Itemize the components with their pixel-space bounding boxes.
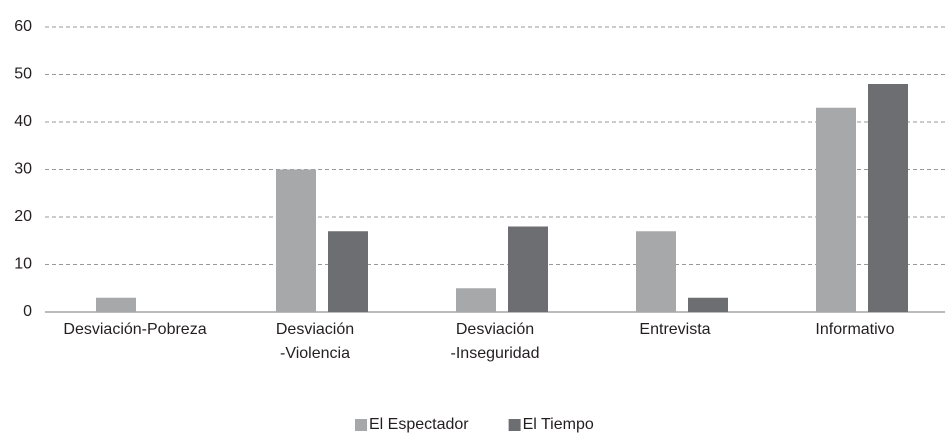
- y-tick-label: 60: [14, 18, 32, 35]
- y-tick-label: 10: [14, 256, 32, 273]
- legend-swatch: [355, 419, 367, 431]
- bar: [816, 107, 856, 312]
- bar: [688, 297, 728, 312]
- y-tick-label: 0: [23, 303, 32, 320]
- bar: [328, 231, 368, 312]
- x-tick-label: Informativo: [815, 321, 894, 338]
- y-tick-label: 20: [14, 208, 32, 225]
- x-tick-label: -Violencia: [280, 345, 350, 362]
- bar: [96, 297, 136, 312]
- x-tick-label: -Inseguridad: [451, 345, 540, 362]
- y-tick-label: 50: [14, 66, 32, 83]
- x-tick-label: Desviación-Pobreza: [63, 321, 206, 338]
- bar: [276, 169, 316, 312]
- legend-swatch: [508, 419, 521, 431]
- x-tick-label: Desviación: [456, 321, 534, 338]
- legend-label: El Espectador: [369, 416, 469, 433]
- x-tick-label: Desviación: [276, 321, 354, 338]
- bar: [456, 288, 496, 312]
- bar: [636, 231, 676, 312]
- legend-label: El Tiempo: [523, 416, 594, 433]
- x-tick-label: Entrevista: [639, 321, 710, 338]
- bar: [508, 226, 548, 312]
- y-tick-label: 30: [14, 161, 32, 178]
- bar: [868, 84, 908, 312]
- y-tick-label: 40: [14, 113, 32, 130]
